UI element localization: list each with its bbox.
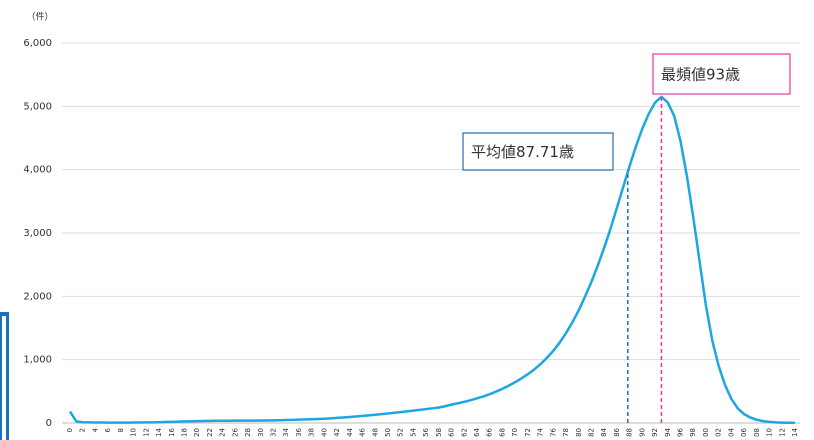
x-tick-label: 08 — [753, 428, 761, 437]
x-tick-label: 82 — [587, 428, 595, 437]
y-tick-label: 6,000 — [23, 38, 52, 49]
x-tick-label: 48 — [371, 428, 379, 437]
x-tick-label: 32 — [270, 428, 278, 437]
x-tick-label: 72 — [524, 428, 532, 437]
x-tick-label: 18 — [180, 428, 188, 437]
x-tick-label: 22 — [206, 428, 214, 437]
x-tick-label: 58 — [435, 428, 443, 437]
x-tick-label: 98 — [689, 428, 697, 437]
x-tick-label: 10 — [130, 428, 138, 437]
x-tick-label: 90 — [638, 428, 646, 437]
x-tick-label: 38 — [308, 428, 316, 437]
x-tick-label: 0 — [66, 428, 74, 432]
x-tick-label: 16 — [168, 427, 176, 436]
x-tick-label: 6 — [104, 427, 112, 432]
x-tick-label: 24 — [219, 427, 227, 436]
side-bar-inner — [2, 316, 6, 440]
x-tick-label: 60 — [448, 428, 456, 437]
x-tick-label: 88 — [626, 428, 634, 437]
x-tick-label: 06 — [740, 427, 748, 436]
x-tick-label: 02 — [715, 428, 723, 437]
x-tick-label: 62 — [460, 428, 468, 437]
x-tick-label: 64 — [473, 427, 481, 436]
line-series — [68, 95, 796, 425]
annotation-box — [652, 53, 791, 95]
y-tick-label: 4,000 — [23, 165, 52, 176]
x-tick-label: 74 — [537, 427, 545, 436]
x-tick-label: 54 — [409, 427, 417, 436]
x-tick-label: 12 — [142, 428, 150, 437]
x-tick-label: 28 — [244, 428, 252, 437]
x-tick-label: 50 — [384, 428, 392, 437]
x-tick-label: 14 — [791, 427, 799, 436]
x-tick-label: 4 — [91, 427, 99, 432]
x-tick-label: 56 — [422, 427, 430, 436]
x-tick-label: 40 — [320, 428, 328, 437]
x-tick-label: 26 — [231, 427, 239, 436]
y-unit: （件） — [26, 11, 53, 23]
x-tick-label: 80 — [575, 428, 583, 437]
x-tick-label: 68 — [498, 428, 506, 437]
x-tick-label: 14 — [155, 427, 163, 436]
x-tick-label: 04 — [727, 427, 735, 436]
x-tick-label: 42 — [333, 428, 341, 437]
x-tick-label: 30 — [257, 428, 265, 437]
annotation-text: 平均値87.71歳 — [471, 143, 574, 161]
x-tick-label: 78 — [562, 428, 570, 437]
x-tick-label: 46 — [359, 427, 367, 436]
x-tick-label: 66 — [486, 427, 494, 436]
x-tick-label: 70 — [511, 428, 519, 437]
x-tick-label: 52 — [397, 428, 405, 437]
y-tick-label: 0 — [46, 418, 52, 429]
x-tick-label: 86 — [613, 427, 621, 436]
x-tick-label: 8 — [117, 428, 125, 432]
x-tick-label: 12 — [778, 428, 786, 437]
x-tick-label: 34 — [282, 427, 290, 436]
x-tick-label: 94 — [664, 427, 672, 436]
x-tick-label: 20 — [193, 428, 201, 437]
x-tick-label: 2 — [79, 428, 87, 432]
x-tick-label: 10 — [766, 428, 774, 437]
annotation-box — [462, 132, 614, 171]
x-tick-label: 44 — [346, 427, 354, 436]
y-tick-label: 5,000 — [23, 101, 52, 112]
x-tick-label: 76 — [549, 427, 557, 436]
annotation-text: 最頻値93歳 — [661, 66, 740, 84]
x-tick-label: 36 — [295, 427, 303, 436]
y-tick-label: 3,000 — [23, 228, 52, 239]
y-tick-label: 1,000 — [23, 355, 52, 366]
x-tick-label: 84 — [600, 427, 608, 436]
x-tick-label: 00 — [702, 428, 710, 437]
x-tick-label: 96 — [677, 427, 685, 436]
y-tick-label: 2,000 — [23, 291, 52, 302]
x-tick-label: 92 — [651, 428, 659, 437]
